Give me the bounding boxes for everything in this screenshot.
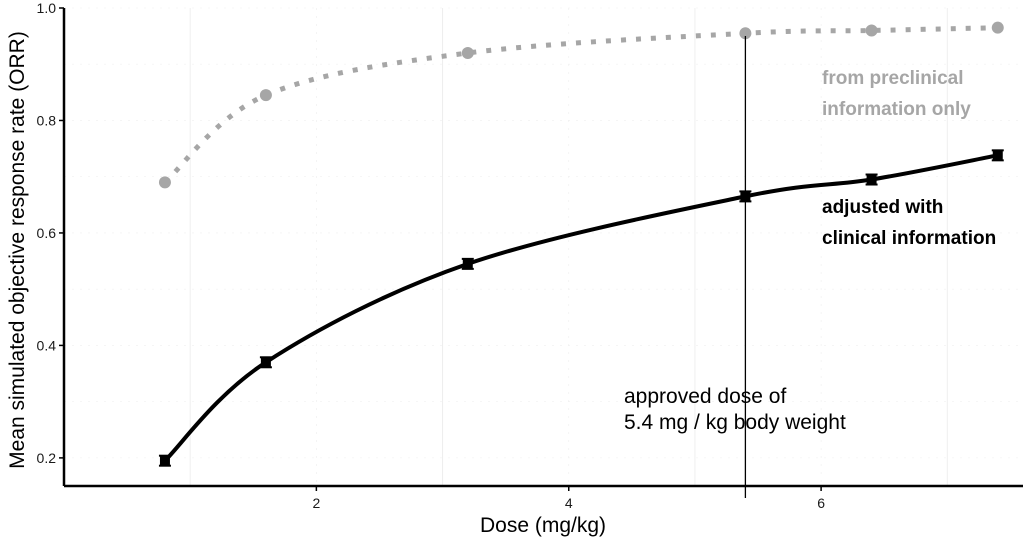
y-tick-label: 1.0 [37,0,57,16]
y-tick-label: 0.4 [37,337,57,353]
tick-marks: 2 4 6 0.2 0.4 0.6 0.8 1.0 [37,0,826,511]
clinical-point [261,357,271,367]
y-tick-label: 0.8 [37,112,57,128]
y-tick-label: 0.2 [37,450,57,466]
approved-dose-label-line2: 5.4 mg / kg body weight [624,411,846,434]
x-tick-label: 6 [817,495,825,511]
clinical-label-line2: clinical information [822,228,996,249]
preclinical-point [992,22,1004,34]
clinical-label-line1: adjusted with [822,197,943,218]
y-tick-label: 0.6 [37,225,57,241]
preclinical-point [866,24,878,36]
y-axis-title: Mean simulated objective response rate (… [6,31,29,469]
preclinical-label-line2: information only [822,99,971,120]
clinical-point [993,150,1003,160]
x-tick-label: 2 [312,495,320,511]
approved-dose-label-line1: approved dose of [624,385,786,408]
x-tick-label: 4 [565,495,573,511]
annotation-layer: from preclinical information only adjust… [624,36,996,498]
preclinical-point [462,47,474,59]
clinical-point [160,456,170,466]
preclinical-point [260,89,272,101]
clinical-point [463,259,473,269]
clinical-point [867,175,877,185]
preclinical-label-line1: from preclinical [822,68,964,89]
x-axis-title: Dose (mg/kg) [480,514,606,537]
preclinical-point [159,176,171,188]
